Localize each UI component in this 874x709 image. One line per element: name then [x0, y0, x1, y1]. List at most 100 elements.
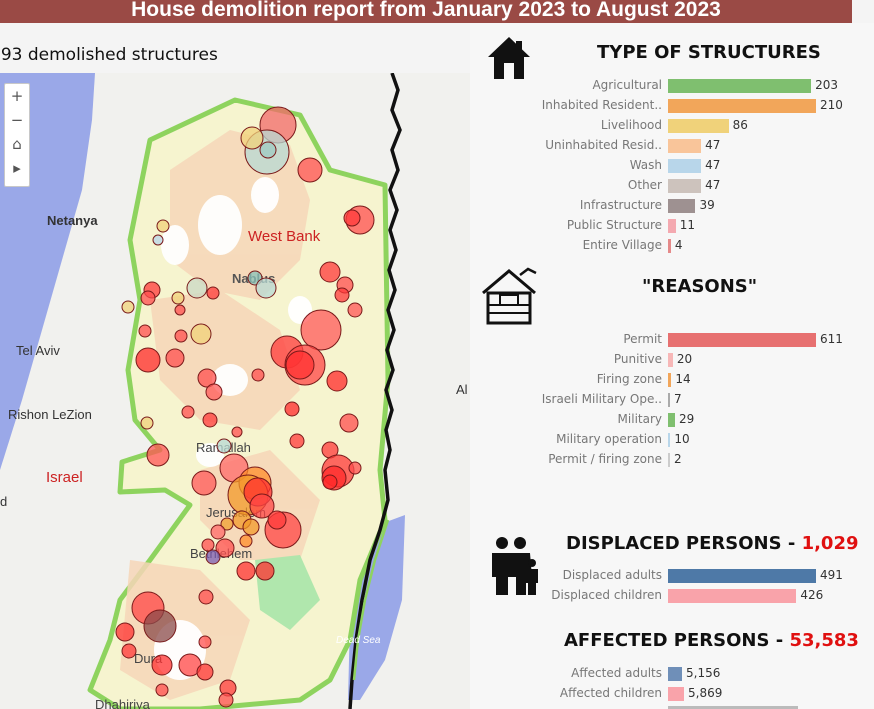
map-view[interactable]: Netanya West Bank Nablus Tel Aviv Rishon… [0, 73, 470, 709]
bar-label: Israeli Military Ope.. [541, 392, 662, 406]
bar-label: Entire Village [582, 238, 662, 252]
demolition-marker[interactable] [334, 287, 350, 303]
demolition-marker[interactable] [115, 622, 135, 642]
demolition-marker[interactable] [191, 470, 217, 496]
bar[interactable] [668, 589, 797, 603]
bar-label: Military [617, 412, 662, 426]
demolition-marker[interactable] [121, 643, 137, 659]
demolition-marker[interactable] [140, 290, 156, 306]
demolition-marker[interactable] [249, 493, 275, 519]
demolition-marker[interactable] [186, 277, 208, 299]
demolition-marker[interactable] [181, 405, 195, 419]
demolition-marker[interactable] [121, 300, 135, 314]
bar[interactable] [668, 373, 672, 387]
demolition-marker[interactable] [155, 683, 169, 697]
demolition-marker[interactable] [255, 561, 275, 581]
zoom-out-button[interactable]: − [10, 111, 24, 129]
demolition-marker[interactable] [202, 412, 218, 428]
demolition-marker[interactable] [240, 126, 264, 150]
demolition-marker[interactable] [319, 261, 341, 283]
demolition-marker[interactable] [196, 663, 214, 681]
demolition-marker[interactable] [152, 234, 164, 246]
demolition-marker[interactable] [174, 329, 188, 343]
bar[interactable] [668, 119, 729, 133]
bar-label: Uninhabited Resid.. [545, 138, 662, 152]
bar-label: Infrastructure [579, 198, 662, 212]
demolition-marker[interactable] [205, 383, 223, 401]
bar[interactable] [668, 139, 702, 153]
demolition-marker[interactable] [231, 426, 243, 438]
demolition-marker[interactable] [220, 517, 234, 531]
home-button[interactable]: ⌂ [12, 135, 22, 153]
bar[interactable] [668, 333, 816, 347]
demolition-marker[interactable] [151, 654, 173, 676]
bar[interactable] [668, 433, 671, 447]
demolition-marker[interactable] [242, 518, 260, 536]
demolition-marker[interactable] [297, 157, 323, 183]
bar[interactable] [668, 199, 696, 213]
label-dhahiriya: Dhahiriya [95, 697, 151, 709]
zoom-in-button[interactable]: + [10, 87, 24, 105]
play-button[interactable]: ▸ [13, 159, 21, 177]
demolition-marker[interactable] [343, 209, 361, 227]
demolition-marker[interactable] [201, 538, 215, 552]
demolition-marker[interactable] [216, 438, 232, 454]
demolition-marker[interactable] [339, 413, 359, 433]
demolition-marker[interactable] [140, 416, 154, 430]
bar[interactable] [668, 239, 671, 253]
bar[interactable] [668, 687, 684, 701]
demolition-marker[interactable] [210, 524, 226, 540]
demolition-marker[interactable] [138, 324, 152, 338]
demolition-marker[interactable] [255, 277, 277, 299]
demolition-marker[interactable] [251, 368, 265, 382]
demolition-marker[interactable] [143, 609, 177, 643]
jordan-border [348, 73, 402, 709]
bar[interactable] [668, 453, 670, 467]
demolition-marker[interactable] [174, 304, 186, 316]
demolition-marker[interactable] [198, 635, 212, 649]
bar[interactable] [668, 219, 676, 233]
demolition-marker[interactable] [285, 350, 315, 380]
bar[interactable] [668, 667, 683, 681]
label-israel: Israel [46, 469, 83, 486]
bar[interactable] [668, 393, 670, 407]
bar[interactable] [668, 159, 702, 173]
demolition-marker[interactable] [267, 510, 287, 530]
demolition-marker[interactable] [239, 534, 253, 548]
demolition-marker[interactable] [347, 302, 363, 318]
demolition-marker[interactable] [289, 433, 305, 449]
demolition-marker[interactable] [135, 347, 161, 373]
demolition-marker[interactable] [171, 291, 185, 305]
demolition-marker[interactable] [326, 370, 348, 392]
demolition-marker[interactable] [322, 474, 338, 490]
demolition-marker[interactable] [206, 286, 220, 300]
bar-label: Military operation [556, 432, 662, 446]
demolition-marker[interactable] [197, 368, 217, 388]
demolition-marker[interactable] [165, 348, 185, 368]
demolition-marker[interactable] [259, 141, 277, 159]
demolition-marker[interactable] [215, 538, 235, 558]
demolition-marker[interactable] [190, 323, 212, 345]
bar[interactable] [668, 179, 702, 193]
demolition-marker[interactable] [218, 692, 234, 708]
bar[interactable] [668, 79, 812, 93]
demolition-marker[interactable] [300, 309, 342, 351]
demolition-marker[interactable] [348, 461, 362, 475]
bar[interactable] [668, 353, 673, 367]
bar[interactable] [668, 569, 816, 583]
bar-label: Affected children [559, 686, 662, 700]
demolition-marker[interactable] [284, 401, 300, 417]
bar-label: Wash [629, 158, 662, 172]
demolition-marker[interactable] [146, 443, 170, 467]
bar[interactable] [668, 99, 816, 113]
demolition-marker[interactable] [236, 561, 256, 581]
structures-title: TYPE OF STRUCTURES [597, 42, 821, 63]
demolished-count: 693 demolished structures [0, 45, 218, 65]
bar-label: Displaced children [551, 588, 662, 602]
bar[interactable] [668, 413, 676, 427]
demolition-marker[interactable] [156, 219, 170, 233]
demolition-marker[interactable] [198, 589, 214, 605]
bar-label: Affected adults [571, 666, 662, 680]
demolition-marker[interactable] [205, 549, 221, 565]
bar-label: Agricultural [592, 78, 662, 92]
